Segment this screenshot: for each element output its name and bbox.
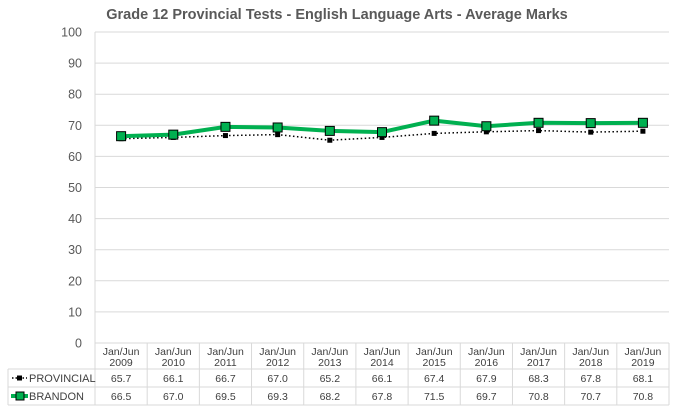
category-label: 2017 — [527, 357, 551, 369]
data-label: 65.2 — [320, 373, 341, 385]
data-point-provincial — [588, 129, 594, 135]
data-point-brandon — [533, 117, 544, 128]
data-point-provincial — [640, 128, 646, 134]
category-label: Jan/Jun — [520, 346, 557, 358]
category-label: 2018 — [579, 357, 603, 369]
category-label: 2011 — [214, 357, 237, 369]
data-label: 68.2 — [320, 391, 341, 403]
data-label: 70.8 — [633, 391, 654, 403]
data-label: 68.1 — [633, 373, 654, 385]
data-label: 66.7 — [215, 373, 236, 385]
data-point-provincial — [483, 129, 489, 135]
category-label: Jan/Jun — [416, 346, 453, 358]
y-tick-label: 20 — [68, 274, 82, 288]
y-tick-label: 10 — [68, 305, 82, 319]
category-label: Jan/Jun — [625, 346, 662, 358]
category-label: 2010 — [162, 357, 186, 369]
data-label: 66.1 — [372, 373, 393, 385]
data-label: 67.0 — [163, 391, 184, 403]
data-point-provincial — [536, 128, 542, 134]
data-label: 70.8 — [528, 391, 549, 403]
data-point-provincial — [222, 133, 228, 139]
y-tick-label: 40 — [68, 212, 82, 226]
data-label: 66.1 — [163, 373, 184, 385]
data-point-brandon — [220, 121, 231, 132]
data-point-brandon — [377, 127, 387, 138]
category-label: Jan/Jun — [207, 346, 244, 358]
category-label: 2013 — [318, 357, 342, 369]
series-layer — [116, 115, 648, 143]
legend-label: PROVINCIAL — [29, 373, 96, 385]
data-point-brandon — [168, 129, 179, 140]
legend-marker — [17, 375, 22, 381]
data-label: 69.3 — [267, 391, 288, 403]
category-label: Jan/Jun — [364, 346, 401, 358]
data-label: 67.0 — [267, 373, 288, 385]
data-label: 68.3 — [528, 373, 549, 385]
data-point-provincial — [275, 132, 281, 138]
category-label: Jan/Jun — [259, 346, 296, 358]
category-label: 2014 — [370, 357, 394, 369]
category-label: 2016 — [475, 357, 499, 369]
data-point-brandon — [272, 122, 283, 133]
category-label: 2009 — [109, 357, 133, 369]
data-point-brandon — [324, 125, 335, 136]
data-point-brandon — [585, 118, 596, 129]
category-label: Jan/Jun — [311, 346, 348, 358]
category-label: Jan/Jun — [468, 346, 505, 358]
category-label: Jan/Jun — [155, 346, 192, 358]
category-label: 2012 — [266, 357, 290, 369]
data-label: 67.8 — [372, 391, 393, 403]
y-axis: 0 10 20 30 40 50 60 70 80 90 100 — [61, 26, 82, 351]
data-point-provincial — [327, 137, 333, 143]
y-tick-label: 0 — [75, 337, 82, 351]
data-label: 67.8 — [581, 373, 602, 385]
data-point-brandon — [429, 115, 440, 126]
y-tick-label: 100 — [61, 26, 82, 40]
data-label: 67.4 — [424, 373, 445, 385]
data-label: 70.7 — [581, 391, 602, 403]
category-label: 2015 — [423, 357, 447, 369]
category-label: Jan/Jun — [572, 346, 609, 358]
data-label: 69.7 — [476, 391, 497, 403]
y-tick-label: 60 — [68, 150, 82, 164]
data-label: 67.9 — [476, 373, 497, 385]
category-label: Jan/Jun — [103, 346, 140, 358]
legend-label: BRANDON — [29, 391, 84, 403]
data-label: 69.5 — [215, 391, 236, 403]
gridlines — [95, 31, 669, 344]
data-label: 65.7 — [111, 373, 132, 385]
legend-marker — [15, 391, 25, 401]
y-tick-label: 80 — [68, 88, 82, 102]
y-tick-label: 90 — [68, 57, 82, 71]
data-point-brandon — [116, 131, 127, 142]
y-tick-label: 30 — [68, 243, 82, 257]
data-label: 71.5 — [424, 391, 445, 403]
data-table: Jan/Jun2009Jan/Jun2010Jan/Jun2011Jan/Jun… — [7, 32, 670, 406]
category-label: 2019 — [631, 357, 655, 369]
data-point-brandon — [481, 121, 492, 132]
y-tick-label: 50 — [68, 181, 82, 195]
chart-title: Grade 12 Provincial Tests - English Lang… — [106, 7, 567, 23]
data-point-provincial — [379, 134, 385, 140]
data-label: 66.5 — [111, 391, 132, 403]
data-point-brandon — [637, 117, 648, 128]
data-point-provincial — [431, 130, 437, 136]
y-tick-label: 70 — [68, 119, 82, 133]
